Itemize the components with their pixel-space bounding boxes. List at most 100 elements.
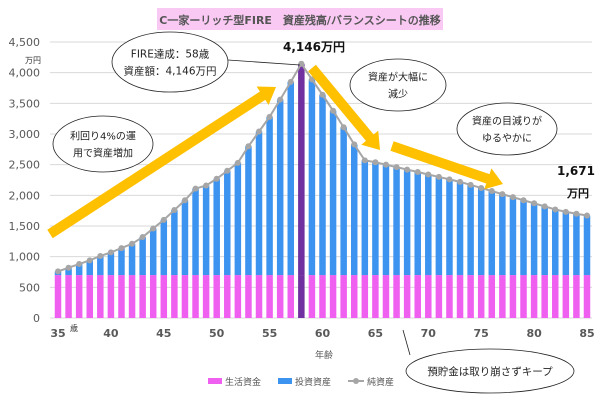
bar-investment [319,94,326,276]
net-asset-point [171,207,178,214]
net-asset-point [266,113,273,120]
bar-living-fund [467,275,474,318]
net-asset-point [531,200,538,207]
bar-living-fund [245,275,252,318]
bar-investment [149,228,157,276]
peak-value-label: 4,146万円 [283,40,345,54]
net-asset-point [298,60,305,67]
growth-callout-text: 利回り4%の運 [70,131,136,143]
y-tick-label: 2,500 [9,159,41,172]
bar-living-fund [340,275,347,318]
bar-investment [541,206,548,276]
net-asset-point [245,143,252,150]
keep-callout-leader [402,329,411,356]
x-tick-label: 85 [579,327,594,340]
net-asset-point [382,161,389,168]
net-asset-point [351,141,358,148]
net-asset-point [203,182,210,189]
bar-living-fund [276,275,284,318]
bar-investment [118,248,125,276]
bar-investment [255,131,263,276]
keep-callout [405,348,575,394]
drop-callout-text: 資産が大幅に [368,71,428,84]
net-asset-point [573,210,580,217]
bar-living-fund [255,275,263,318]
bar-investment [340,127,347,276]
fire-callout-text: 資産額：4,146万円 [123,65,216,78]
bar-living-fund [509,275,517,318]
legend: 生活資金 投資資産 純資産 [208,376,394,388]
net-asset-point [584,212,590,219]
net-asset-point [446,176,453,183]
bar-investment [361,160,369,276]
bar-living-fund [54,275,62,318]
title-background [157,8,443,30]
net-asset-point [86,257,93,264]
net-asset-point [467,181,474,188]
bar-investment [435,176,443,276]
growth-callout-text: 用で資産増加 [73,147,133,160]
net-asset-point [372,159,379,166]
bar-investment [329,110,337,276]
bar-living-fund [149,275,157,318]
bar-investment [382,164,390,276]
net-asset-point [118,245,125,252]
net-asset-point [319,91,326,98]
bar-investment [530,203,538,276]
bar-investment [213,178,220,276]
bar-investment [107,252,115,276]
net-asset-point [192,185,199,192]
bar-living-fund [435,275,443,318]
net-asset-point [287,78,294,85]
net-asset-point [139,234,146,241]
x-tick-label: 50 [209,327,225,340]
slow-callout [456,102,558,156]
keep-callout-text: 預貯金は取り崩さずキープ [427,365,553,378]
bar-investment [75,264,83,276]
bar-living-fund [75,275,83,318]
net-asset-point [435,173,442,180]
bar-investment [234,162,242,276]
net-asset-point [65,264,72,271]
x-tick-label: 65 [368,327,383,340]
x-tick-label: 75 [474,327,489,340]
net-asset-point [76,261,83,268]
bar-investment [266,116,273,276]
bar-living-fund [329,275,337,318]
net-asset-point [160,216,167,223]
net-asset-point [340,124,347,131]
bar-living-fund [171,275,178,318]
bar-investment [372,162,379,276]
net-asset-point [425,171,432,178]
bar-investment [562,211,570,276]
bar-living-fund [308,275,316,318]
bar-living-fund [224,275,231,318]
y-tick-label: 3,000 [9,128,41,141]
bar-living-fund [181,275,189,318]
end-value-label: 1,671 [557,164,595,178]
bar-investment [276,99,284,276]
bar-living-fund [393,275,400,318]
slow-decline-arrow [390,141,503,190]
bar-investment [446,179,453,276]
bar-investment [160,219,168,276]
net-asset-point [256,128,263,135]
bar-living-fund [118,275,125,318]
bar-living-fund [446,275,453,318]
bar-living-fund [477,275,485,318]
net-asset-point [308,76,315,83]
net-asset-point [107,249,114,256]
bar-living-fund [382,275,390,318]
net-asset-point [234,159,241,166]
bar-investment [139,237,146,276]
x-tick-label: 40 [103,327,119,340]
bar-living-fund [573,275,580,318]
drop-callout [349,58,447,112]
x-tick-label: 80 [526,327,542,340]
bar-investment [403,169,411,276]
bar-investment [224,170,231,276]
bar-investment [192,188,199,276]
bar-living-fund [128,275,136,318]
x-axis-title: 年齢 [315,349,333,361]
bar-investment [86,260,93,276]
